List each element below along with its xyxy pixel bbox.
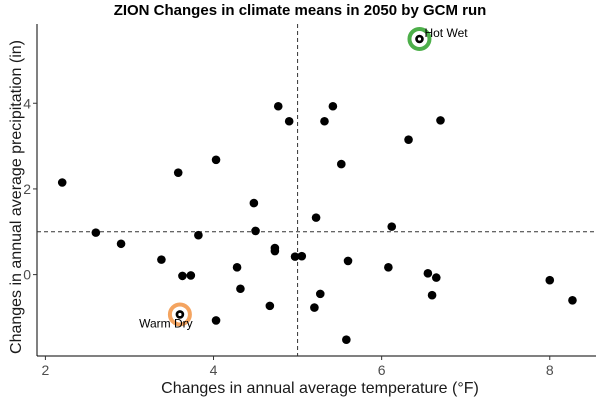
data-point — [343, 256, 353, 266]
data-point — [311, 213, 321, 222]
data-point — [545, 275, 555, 285]
data-point — [232, 263, 242, 272]
data-point — [157, 255, 166, 264]
data-point — [211, 316, 221, 325]
data-point — [315, 289, 325, 299]
highlight-ring — [407, 26, 432, 51]
data-point — [91, 228, 101, 237]
highlight-point-center — [178, 312, 182, 317]
data-point — [328, 101, 338, 111]
data-point — [568, 296, 577, 305]
data-point — [423, 269, 433, 278]
x-tick-label: 2 — [42, 362, 50, 378]
data-point — [384, 263, 393, 272]
data-point — [310, 303, 319, 312]
data-point — [265, 301, 275, 311]
highlight-point-center — [417, 37, 422, 41]
x-tick-label: 4 — [210, 362, 218, 378]
data-point — [431, 273, 441, 282]
data-point — [116, 239, 126, 249]
data-point — [236, 284, 245, 294]
data-point — [211, 155, 221, 165]
data-point — [173, 168, 183, 177]
data-point — [178, 271, 187, 281]
data-point — [186, 271, 196, 280]
data-point — [57, 178, 67, 187]
highlight-label: Warm Dry — [139, 316, 193, 330]
data-point — [273, 101, 283, 111]
data-point — [297, 251, 307, 261]
data-point — [320, 116, 329, 126]
data-point — [249, 198, 259, 208]
data-point — [284, 116, 294, 126]
data-point — [270, 246, 280, 256]
highlight-ring — [167, 302, 192, 327]
data-point — [342, 335, 351, 345]
data-point — [436, 116, 445, 125]
x-tick-label: 8 — [546, 362, 554, 378]
chart-title: ZION Changes in climate means in 2050 by… — [114, 2, 487, 19]
x-axis-label: Changes in annual average temperature (°… — [161, 380, 479, 397]
y-tick-label: 2 — [23, 181, 31, 197]
highlight-label: Hot Wet — [424, 26, 468, 40]
y-tick-label: 0 — [23, 267, 31, 283]
y-axis-label: Changes in annual average precipitation … — [8, 40, 25, 354]
data-point — [194, 230, 203, 240]
data-point — [290, 252, 300, 261]
x-tick-label: 6 — [378, 362, 386, 378]
data-point — [427, 290, 437, 300]
y-tick-label: 4 — [23, 95, 31, 111]
data-point — [336, 159, 346, 169]
data-point — [404, 135, 413, 144]
data-point — [251, 226, 260, 236]
data-point — [387, 222, 397, 231]
